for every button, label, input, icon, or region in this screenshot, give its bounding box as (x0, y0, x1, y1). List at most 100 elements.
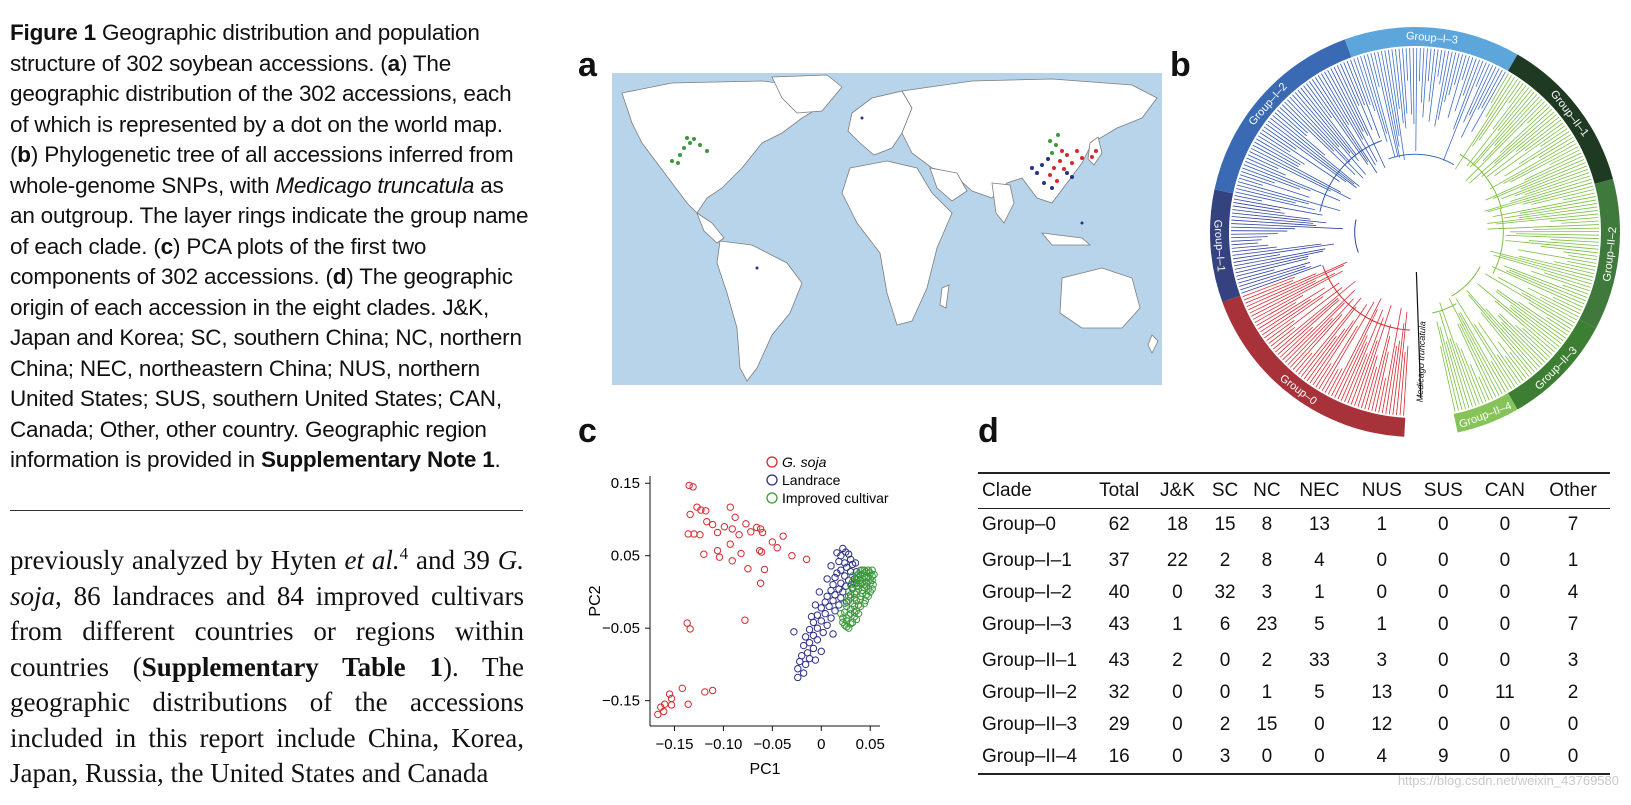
legend-label: Improved cultivar (782, 490, 889, 506)
series-1 (791, 545, 860, 680)
table-cell: 0 (1413, 677, 1474, 709)
table-header-cell: J&K (1150, 473, 1204, 509)
table-header-cell: Other (1536, 473, 1610, 509)
tree-branches (1231, 48, 1599, 416)
data-point (828, 563, 834, 569)
table-cell: 0 (1351, 541, 1413, 577)
table-cell: 1 (1536, 541, 1610, 577)
x-axis-label: PC1 (749, 761, 780, 778)
data-point (836, 602, 842, 608)
data-point (830, 597, 836, 603)
y-tick-label: 0.05 (611, 548, 640, 565)
data-point (806, 655, 812, 661)
table-cell: 0 (1413, 709, 1474, 741)
data-point (826, 603, 832, 609)
table-cell: 0 (1474, 541, 1536, 577)
figure-caption: Figure 1 Geographic distribution and pop… (10, 18, 530, 476)
table-cell: 12 (1351, 709, 1413, 741)
caption-segment: a (388, 51, 400, 76)
data-point (795, 666, 801, 672)
data-point (714, 529, 720, 535)
table-header-cell: SC (1205, 473, 1246, 509)
table-cell: 0 (1413, 509, 1474, 542)
data-point (810, 645, 816, 651)
table-cell: 0 (1474, 709, 1536, 741)
table-cell: 4 (1288, 541, 1350, 577)
data-point (687, 511, 693, 517)
table-cell: 0 (1246, 741, 1289, 774)
table-header-cell: CAN (1474, 473, 1536, 509)
table-cell: 0 (1536, 709, 1610, 741)
table-cell: 0 (1150, 709, 1204, 741)
data-point (721, 524, 727, 530)
phylogenetic-tree-graphic: Medicago truncatulaGroup–0Group–I–1Group… (1200, 10, 1631, 450)
caption-text: Figure 1 Geographic distribution and pop… (10, 18, 530, 476)
y-tick-label: −0.05 (602, 620, 640, 637)
data-point (769, 539, 775, 545)
data-point (729, 526, 735, 532)
table-cell: 13 (1288, 509, 1350, 542)
data-point (791, 629, 797, 635)
table-cell: 7 (1536, 509, 1610, 542)
data-point (716, 554, 722, 560)
table-cell: 1 (1246, 677, 1289, 709)
data-point (814, 612, 820, 618)
data-point (668, 702, 674, 708)
panel-label-a: a (578, 46, 597, 85)
caption-segment: Supplementary Note 1 (261, 447, 495, 472)
panel-label-d: d (978, 412, 999, 451)
data-point (802, 634, 808, 640)
caption-divider (10, 510, 523, 511)
legend-label: G. soja (782, 454, 827, 470)
table-cell: 43 (1088, 641, 1150, 677)
data-point (748, 529, 754, 535)
table-cell: 0 (1205, 677, 1246, 709)
outgroup-label: Medicago truncatula (1415, 321, 1428, 402)
body-segment: 4 (400, 544, 409, 563)
data-point (701, 551, 707, 557)
data-point (802, 661, 808, 667)
table-cell: 4 (1351, 741, 1413, 774)
table-cell: 3 (1246, 577, 1289, 609)
table-header-cell: NUS (1351, 473, 1413, 509)
data-point (756, 547, 762, 553)
table-cell: 7 (1536, 609, 1610, 641)
data-point (836, 558, 842, 564)
table-cell: 3 (1351, 641, 1413, 677)
data-point (709, 687, 715, 693)
table-cell: 1 (1288, 577, 1350, 609)
data-point (655, 711, 661, 717)
x-tick-label: 0.05 (856, 736, 885, 753)
table-cell: Group–I–2 (978, 577, 1088, 609)
table-cell: 16 (1088, 741, 1150, 774)
table-cell: 0 (1413, 577, 1474, 609)
data-point (753, 524, 759, 530)
table-cell: 3 (1536, 641, 1610, 677)
table-cell: 2 (1205, 709, 1246, 741)
data-point (812, 657, 818, 663)
data-point (761, 566, 767, 572)
body-paragraph: previously analyzed by Hyten et al.4 and… (10, 543, 524, 792)
caption-segment: c (161, 234, 173, 259)
data-point (690, 484, 696, 490)
data-point (795, 674, 801, 680)
data-point (822, 610, 828, 616)
table-cell: 18 (1150, 509, 1204, 542)
table-cell: 15 (1246, 709, 1289, 741)
table-cell: Group–I–1 (978, 541, 1088, 577)
table-cell: 5 (1288, 609, 1350, 641)
table-cell: Group–II–2 (978, 677, 1088, 709)
data-point (758, 549, 764, 555)
data-point (687, 626, 693, 632)
figure-label: Figure 1 (10, 20, 96, 45)
table-cell: 32 (1205, 577, 1246, 609)
legend-marker (767, 493, 777, 503)
